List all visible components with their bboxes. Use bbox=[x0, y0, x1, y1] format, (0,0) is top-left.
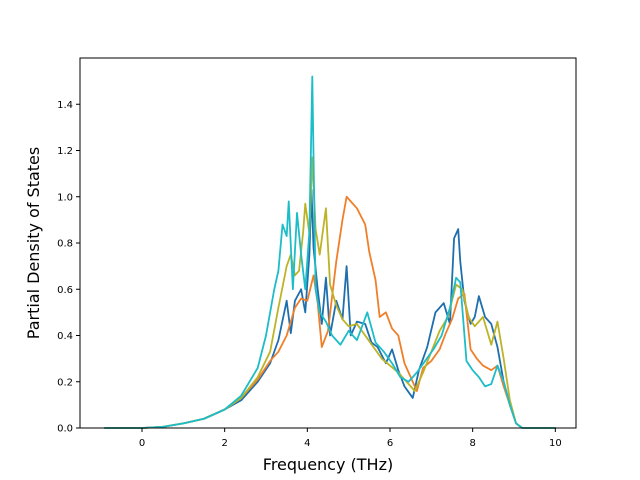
series-line-3 bbox=[103, 156, 557, 429]
x-tick-label: 2 bbox=[221, 438, 227, 449]
plot-series-group bbox=[103, 75, 557, 429]
x-tick-label: 0 bbox=[139, 438, 145, 449]
y-tick-label: 1.4 bbox=[57, 100, 73, 111]
y-tick-label: 0.6 bbox=[57, 285, 73, 296]
y-tick-label: 1.0 bbox=[57, 192, 73, 203]
y-axis-label: Partial Density of States bbox=[24, 147, 43, 339]
x-axis-ticks: 0 2 4 6 8 10 bbox=[139, 428, 562, 449]
y-tick-label: 0.0 bbox=[57, 424, 73, 435]
x-tick-label: 8 bbox=[469, 438, 475, 449]
x-axis-label: Frequency (THz) bbox=[263, 455, 393, 474]
y-axis-ticks: 0.0 0.2 0.4 0.6 0.8 1.0 1.2 1.4 bbox=[57, 100, 80, 435]
series-line-1 bbox=[103, 188, 557, 429]
x-tick-label: 6 bbox=[387, 438, 393, 449]
x-tick-label: 4 bbox=[304, 438, 310, 449]
y-tick-label: 0.8 bbox=[57, 239, 73, 250]
y-tick-label: 1.2 bbox=[57, 146, 73, 157]
y-tick-label: 0.2 bbox=[57, 377, 73, 388]
x-tick-label: 10 bbox=[549, 438, 562, 449]
y-tick-label: 0.4 bbox=[57, 331, 73, 342]
series-line-4 bbox=[103, 75, 557, 429]
series-line-2 bbox=[103, 195, 557, 429]
